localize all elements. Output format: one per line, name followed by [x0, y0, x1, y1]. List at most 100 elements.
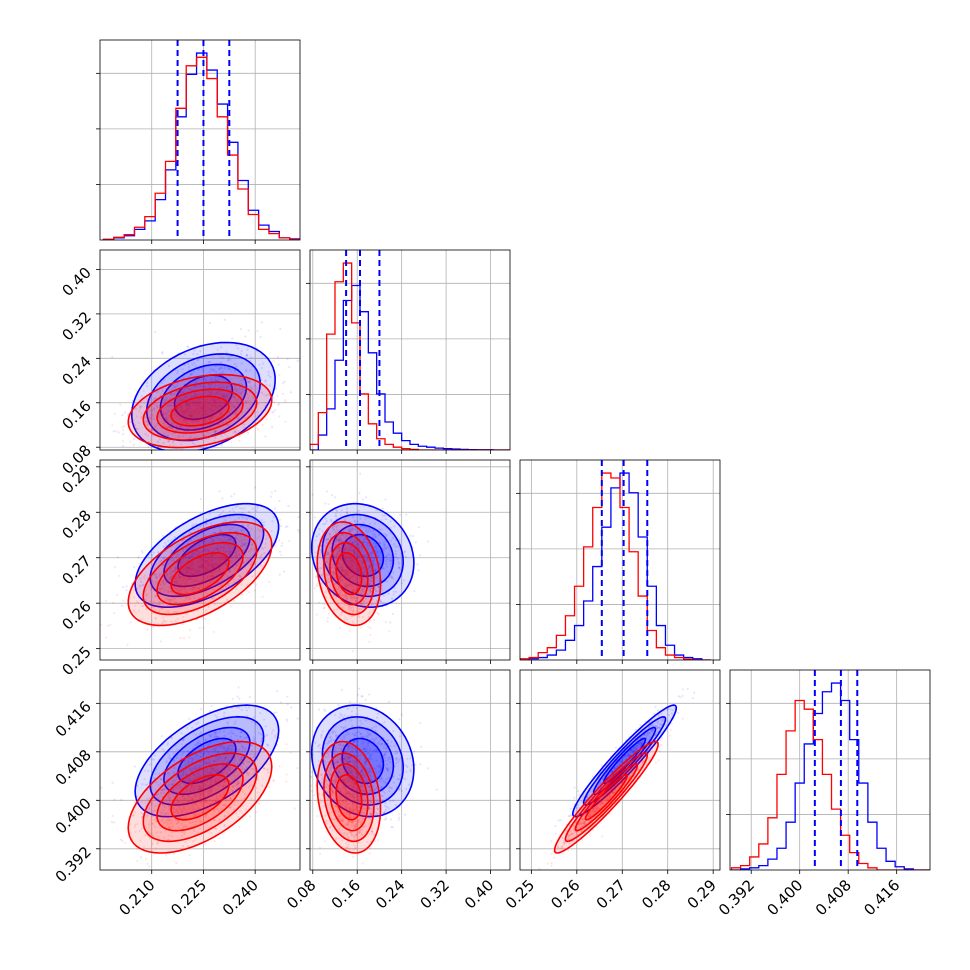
scatter-point — [205, 566, 208, 570]
scatter-point — [180, 405, 184, 408]
scatter-point — [213, 453, 215, 455]
scatter-point — [196, 554, 199, 557]
scatter-point — [243, 423, 246, 426]
scatter-point — [217, 423, 220, 426]
scatter-point — [188, 418, 191, 421]
scatter-point — [173, 586, 176, 589]
scatter-point — [255, 583, 258, 586]
scatter-point — [393, 586, 396, 589]
scatter-point — [188, 455, 190, 457]
scatter-point — [385, 556, 388, 559]
scatter-point — [228, 553, 231, 556]
scatter-point — [195, 393, 198, 397]
scatter-point — [251, 575, 254, 578]
scatter-point — [176, 411, 179, 414]
scatter-point — [229, 550, 232, 553]
scatter-point — [188, 566, 191, 569]
scatter-point — [192, 370, 195, 373]
scatter-point — [242, 548, 245, 552]
scatter-point — [180, 406, 183, 409]
scatter-point — [165, 398, 168, 401]
scatter-point — [207, 557, 210, 560]
scatter-point — [185, 419, 189, 422]
scatter-point — [167, 439, 171, 442]
scatter-point — [166, 440, 170, 443]
scatter-point — [209, 417, 213, 420]
scatter-point — [199, 393, 202, 396]
scatter-point — [160, 734, 164, 738]
scatter-point — [264, 542, 267, 546]
scatter-point — [325, 520, 328, 523]
scatter-point — [398, 538, 401, 542]
scatter-point — [235, 365, 238, 368]
scatter-point — [243, 543, 246, 546]
scatter-point — [374, 569, 377, 573]
scatter-point — [240, 391, 243, 394]
scatter-point — [216, 392, 219, 395]
scatter-point — [201, 408, 204, 411]
scatter-point — [356, 520, 360, 523]
scatter-point — [206, 547, 209, 550]
scatter-point — [246, 348, 249, 351]
scatter-point — [224, 562, 227, 565]
scatter-point — [121, 840, 124, 843]
scatter-point — [154, 330, 157, 334]
density-contour — [170, 552, 230, 596]
scatter-point — [212, 564, 215, 567]
scatter-point — [391, 576, 394, 579]
scatter-point — [168, 426, 172, 430]
scatter-point — [166, 420, 170, 423]
scatter-point — [223, 394, 226, 397]
scatter-point — [201, 417, 204, 420]
scatter-point — [204, 400, 207, 403]
scatter-point — [189, 418, 192, 421]
scatter-point — [264, 401, 267, 405]
scatter-point — [289, 391, 292, 394]
scatter-point — [184, 417, 187, 420]
scatter-point — [202, 541, 205, 544]
scatter-point — [203, 566, 207, 569]
scatter-point — [179, 583, 183, 586]
scatter-point — [192, 551, 195, 554]
scatter-point — [275, 517, 278, 521]
scatter-point — [134, 408, 138, 411]
scatter-point — [233, 559, 236, 562]
scatter-point — [197, 420, 200, 423]
scatter-point — [389, 520, 392, 523]
scatter-point — [195, 412, 199, 415]
scatter-point — [231, 554, 235, 558]
scatter-point — [191, 413, 194, 416]
scatter-point — [198, 393, 201, 396]
scatter-point — [173, 412, 176, 415]
scatter-point — [195, 414, 199, 418]
histogram-series — [731, 682, 930, 870]
scatter-point — [217, 377, 221, 380]
scatter-point — [198, 446, 202, 449]
scatter-point — [306, 536, 308, 538]
scatter-point — [182, 637, 186, 640]
scatter-point — [227, 384, 230, 387]
scatter-point — [316, 523, 319, 526]
scatter-point — [426, 540, 429, 543]
scatter-point — [187, 567, 190, 570]
scatter-point — [163, 589, 166, 592]
scatter-point — [160, 580, 163, 583]
scatter-point — [203, 403, 206, 406]
scatter-point — [213, 429, 216, 432]
scatter-point — [261, 560, 264, 563]
scatter-point — [170, 426, 173, 430]
scatter-point — [235, 564, 238, 567]
scatter-point — [204, 559, 207, 562]
scatter-point — [255, 810, 258, 814]
scatter-point — [122, 428, 125, 432]
scatter-point — [215, 401, 218, 405]
scatter-point — [212, 539, 215, 542]
scatter-point — [211, 564, 214, 568]
scatter-point — [187, 555, 190, 558]
scatter-point — [180, 605, 183, 608]
scatter-point — [200, 393, 203, 396]
scatter-point — [211, 554, 214, 557]
scatter-point — [357, 554, 360, 557]
scatter-point — [183, 576, 186, 580]
scatter-point — [335, 556, 338, 559]
